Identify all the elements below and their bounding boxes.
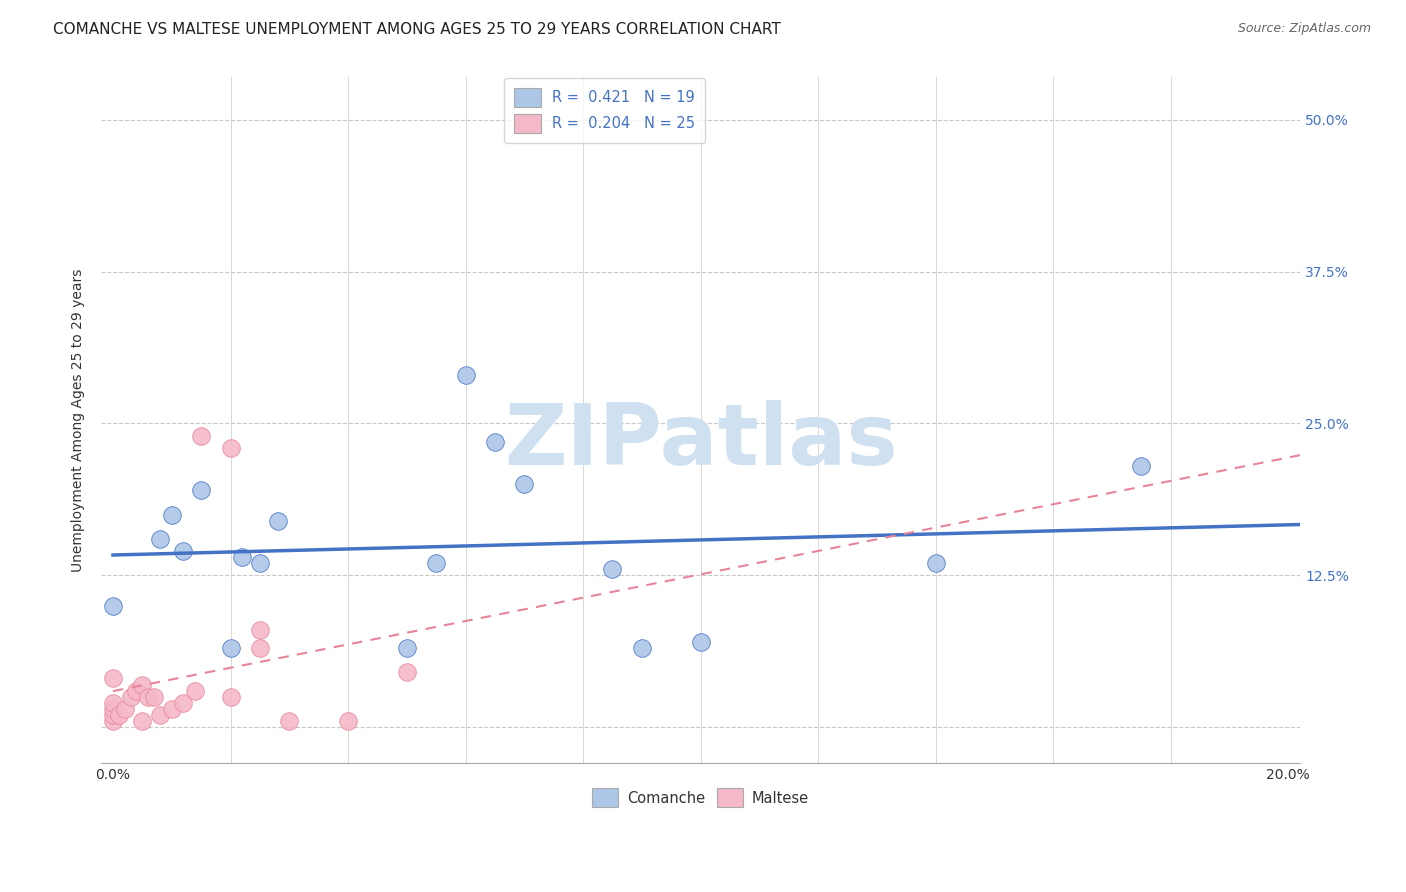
Point — [454, 368, 477, 382]
Point — [337, 714, 360, 728]
Point — [219, 690, 242, 704]
Point — [249, 641, 271, 656]
Point — [160, 702, 183, 716]
Point — [484, 434, 506, 449]
Point — [513, 477, 536, 491]
Point — [602, 562, 624, 576]
Y-axis label: Unemployment Among Ages 25 to 29 years: Unemployment Among Ages 25 to 29 years — [72, 268, 86, 572]
Point — [925, 556, 948, 570]
Point — [101, 599, 124, 613]
Point — [395, 665, 418, 680]
Point — [101, 672, 124, 686]
Point — [219, 441, 242, 455]
Point — [101, 714, 124, 728]
Point — [249, 623, 271, 637]
Point — [143, 690, 166, 704]
Point — [689, 635, 711, 649]
Point — [101, 707, 124, 722]
Point — [131, 677, 153, 691]
Legend: Comanche, Maltese: Comanche, Maltese — [585, 781, 817, 814]
Point — [184, 683, 207, 698]
Point — [425, 556, 447, 570]
Point — [114, 702, 136, 716]
Point — [120, 690, 142, 704]
Point — [131, 714, 153, 728]
Point — [101, 696, 124, 710]
Point — [149, 707, 172, 722]
Point — [266, 514, 288, 528]
Point — [190, 483, 212, 498]
Point — [1130, 458, 1153, 473]
Point — [173, 696, 195, 710]
Text: Source: ZipAtlas.com: Source: ZipAtlas.com — [1237, 22, 1371, 36]
Text: ZIPatlas: ZIPatlas — [503, 400, 897, 483]
Point — [108, 707, 131, 722]
Point — [125, 683, 148, 698]
Point — [249, 556, 271, 570]
Text: COMANCHE VS MALTESE UNEMPLOYMENT AMONG AGES 25 TO 29 YEARS CORRELATION CHART: COMANCHE VS MALTESE UNEMPLOYMENT AMONG A… — [53, 22, 782, 37]
Point — [101, 702, 124, 716]
Point — [149, 532, 172, 546]
Point — [395, 641, 418, 656]
Point — [190, 428, 212, 442]
Point — [136, 690, 159, 704]
Point — [219, 641, 242, 656]
Point — [631, 641, 654, 656]
Point — [231, 550, 253, 565]
Point — [160, 508, 183, 522]
Point — [278, 714, 301, 728]
Point — [173, 544, 195, 558]
